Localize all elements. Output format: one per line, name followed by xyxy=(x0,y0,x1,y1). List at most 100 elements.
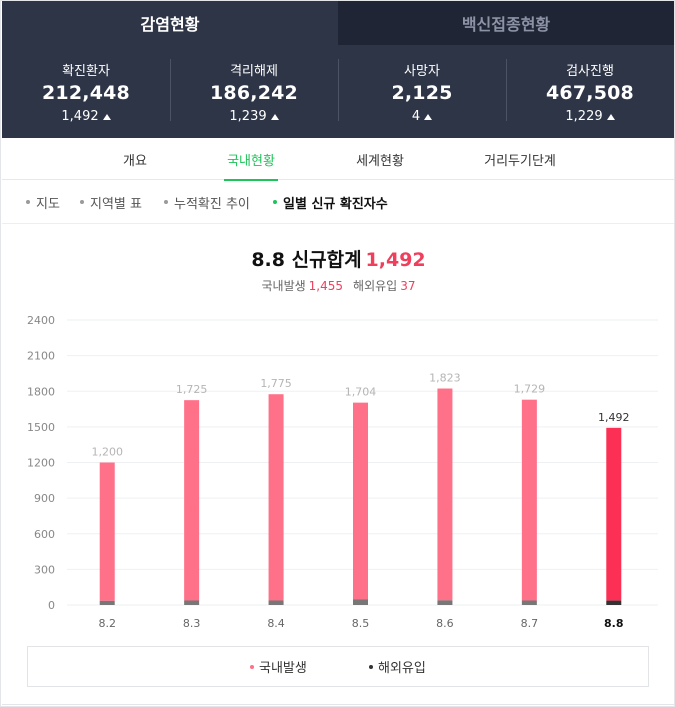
stat-delta-value: 4 xyxy=(411,109,421,124)
stat-label: 확진환자 xyxy=(62,64,110,79)
chart-subtitle: 국내발생 1,455 해외유입 37 xyxy=(1,277,675,294)
domestic-value: 1,455 xyxy=(308,279,344,293)
bullet-icon xyxy=(26,200,30,204)
legend-overseas[interactable]: 해외유입 xyxy=(369,647,426,686)
bar-overseas xyxy=(99,600,115,605)
bar-overseas xyxy=(521,600,537,605)
tab-distancing-level[interactable]: 거리두기단계 xyxy=(484,153,556,169)
bar-domestic xyxy=(184,400,200,601)
stat-delta: 4 xyxy=(411,109,433,124)
filter-region-table[interactable]: 지역별 표 xyxy=(80,181,142,223)
stats-panel: 확진환자 212,448 1,492 격리해제 186,242 1,239 사망… xyxy=(2,45,674,138)
stat-delta: 1,239 xyxy=(229,109,279,124)
bullet-icon xyxy=(273,200,277,204)
data-label: 1,704 xyxy=(345,386,377,399)
bar-domestic xyxy=(353,402,368,600)
overseas-label: 해외유입 xyxy=(353,279,398,293)
y-tick-label: 300 xyxy=(34,563,55,576)
stat-label: 검사진행 xyxy=(566,64,614,79)
legend-label: 국내발생 xyxy=(259,661,307,676)
bar-domestic xyxy=(437,388,453,601)
y-tick-label: 1800 xyxy=(27,385,55,398)
bar-domestic xyxy=(521,399,537,601)
x-tick-label: 8.7 xyxy=(521,617,539,630)
stat-confirmed: 확진환자 212,448 1,492 xyxy=(2,45,170,138)
stat-value: 467,508 xyxy=(546,82,634,104)
filter-daily-new[interactable]: 일별 신규 확진자수 xyxy=(273,181,388,223)
x-tick-label: 8.6 xyxy=(436,617,454,630)
chart-legend: 국내발생 해외유입 xyxy=(27,646,649,687)
stat-value: 2,125 xyxy=(391,82,453,104)
x-tick-label: 8.2 xyxy=(98,617,116,630)
overseas-value: 37 xyxy=(400,279,416,293)
domestic-label: 국내발생 xyxy=(261,279,306,293)
view-filter: 지도 지역별 표 누적확진 추이 일별 신규 확진자수 xyxy=(2,181,674,224)
stat-label: 격리해제 xyxy=(230,64,278,79)
filter-cumulative-trend[interactable]: 누적확진 추이 xyxy=(164,181,250,223)
stat-delta: 1,492 xyxy=(61,109,111,124)
filter-label: 일별 신규 확진자수 xyxy=(283,196,388,212)
data-label: 1,200 xyxy=(91,446,123,459)
bar-overseas xyxy=(606,600,622,605)
stat-value: 186,242 xyxy=(210,82,298,104)
summary-total: 1,492 xyxy=(365,249,426,271)
tab-overview[interactable]: 개요 xyxy=(123,153,147,169)
summary-title-text: 신규합계 xyxy=(291,249,362,271)
x-tick-label: 8.3 xyxy=(183,617,201,630)
data-label: 1,729 xyxy=(514,383,546,396)
y-tick-label: 2100 xyxy=(27,350,55,363)
data-label: 1,823 xyxy=(429,372,461,385)
chart-title: 8.8 신규합계 1,492 xyxy=(1,245,675,272)
bar-domestic xyxy=(268,394,284,601)
filter-label: 누적확진 추이 xyxy=(174,196,250,212)
arrow-up-icon xyxy=(606,113,615,120)
data-label: 1,492 xyxy=(598,411,630,424)
stat-testing: 검사진행 467,508 1,229 xyxy=(506,45,674,138)
bullet-icon xyxy=(164,200,168,204)
bullet-icon xyxy=(80,200,84,204)
bar-domestic xyxy=(606,427,622,601)
tab-domestic[interactable]: 국내현황 xyxy=(224,138,278,181)
tab-world[interactable]: 세계현황 xyxy=(356,153,404,169)
stat-delta: 1,229 xyxy=(565,109,615,124)
data-label: 1,775 xyxy=(260,377,292,390)
bar-overseas xyxy=(353,599,368,605)
stat-released: 격리해제 186,242 1,239 xyxy=(170,45,338,138)
y-tick-label: 900 xyxy=(34,492,55,505)
stat-delta-value: 1,239 xyxy=(229,109,267,124)
y-tick-label: 1200 xyxy=(27,457,55,470)
bar-overseas xyxy=(437,600,453,605)
stat-delta-value: 1,492 xyxy=(61,109,99,124)
top-tab-bar: 감염현황 백신접종현황 xyxy=(2,1,674,45)
legend-label: 해외유입 xyxy=(378,661,426,676)
data-label: 1,725 xyxy=(176,383,208,396)
stat-label: 사망자 xyxy=(404,64,440,79)
tab-vaccination-status[interactable]: 백신접종현황 xyxy=(338,1,674,45)
x-tick-label: 8.5 xyxy=(352,617,370,630)
stat-delta-value: 1,229 xyxy=(565,109,603,124)
daily-cases-chart: 2400 2100 1800 1500 1200 900 600 300 0 1,200 8.2 1,… xyxy=(27,314,658,630)
arrow-up-icon xyxy=(270,113,279,120)
stat-deaths: 사망자 2,125 4 xyxy=(338,45,506,138)
bar-domestic xyxy=(99,462,115,601)
x-tick-label: 8.8 xyxy=(604,617,624,630)
bottom-divider xyxy=(2,704,674,705)
stat-value: 212,448 xyxy=(42,82,130,104)
legend-domestic[interactable]: 국내발생 xyxy=(250,647,307,686)
arrow-up-icon xyxy=(102,113,111,120)
sub-navigation: 개요 국내현황 세계현황 거리두기단계 xyxy=(2,138,674,181)
legend-dot-icon xyxy=(250,664,254,669)
bar-overseas xyxy=(268,600,284,605)
summary-date: 8.8 xyxy=(251,249,285,271)
y-tick-label: 600 xyxy=(34,528,55,541)
tab-infection-status[interactable]: 감염현황 xyxy=(2,1,338,45)
y-tick-label: 2400 xyxy=(27,314,55,327)
filter-label: 지역별 표 xyxy=(90,196,142,212)
x-tick-label: 8.4 xyxy=(267,617,285,630)
arrow-up-icon xyxy=(424,113,433,120)
legend-dot-icon xyxy=(369,664,373,669)
filter-map[interactable]: 지도 xyxy=(26,181,60,223)
y-tick-label: 1500 xyxy=(27,421,55,434)
filter-label: 지도 xyxy=(36,196,60,212)
